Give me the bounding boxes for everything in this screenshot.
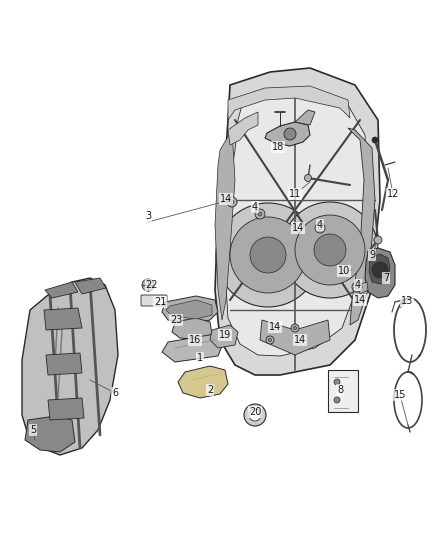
Circle shape	[268, 338, 272, 342]
Circle shape	[244, 404, 266, 426]
Polygon shape	[75, 278, 106, 294]
Polygon shape	[348, 128, 375, 325]
Polygon shape	[365, 248, 395, 298]
Text: 4: 4	[355, 280, 361, 290]
Text: 11: 11	[289, 189, 301, 199]
Text: 10: 10	[338, 266, 350, 276]
Circle shape	[284, 128, 296, 140]
Polygon shape	[172, 318, 212, 340]
Circle shape	[249, 409, 261, 421]
Text: 1: 1	[197, 353, 203, 363]
Circle shape	[293, 326, 297, 329]
Text: 14: 14	[292, 223, 304, 233]
Text: 6: 6	[112, 388, 118, 398]
Polygon shape	[178, 366, 228, 398]
Text: 8: 8	[337, 385, 343, 395]
Circle shape	[372, 137, 378, 143]
Circle shape	[255, 209, 265, 219]
Text: 14: 14	[354, 295, 366, 305]
Text: 3: 3	[145, 211, 151, 221]
Circle shape	[142, 279, 154, 291]
Text: 20: 20	[249, 407, 261, 417]
Polygon shape	[45, 282, 78, 298]
Circle shape	[227, 197, 237, 207]
Circle shape	[304, 174, 311, 182]
Polygon shape	[210, 325, 238, 348]
Polygon shape	[166, 300, 212, 319]
Polygon shape	[358, 282, 368, 294]
Polygon shape	[228, 112, 258, 145]
Text: 5: 5	[30, 425, 36, 435]
Polygon shape	[22, 278, 118, 455]
Polygon shape	[265, 122, 310, 146]
Circle shape	[216, 203, 320, 307]
Circle shape	[295, 215, 365, 285]
Polygon shape	[215, 130, 235, 320]
FancyBboxPatch shape	[328, 370, 358, 412]
Polygon shape	[162, 296, 218, 324]
Circle shape	[250, 237, 286, 273]
Polygon shape	[215, 68, 380, 375]
Text: 14: 14	[220, 194, 232, 204]
Polygon shape	[295, 110, 315, 125]
Text: 15: 15	[394, 390, 406, 400]
Circle shape	[266, 336, 274, 344]
Circle shape	[230, 217, 306, 293]
Circle shape	[372, 262, 388, 278]
Text: 4: 4	[317, 220, 323, 230]
Text: 4: 4	[252, 202, 258, 212]
Circle shape	[291, 324, 299, 332]
Polygon shape	[260, 320, 330, 355]
Circle shape	[318, 226, 322, 230]
Circle shape	[258, 212, 262, 216]
Circle shape	[230, 200, 234, 204]
Text: 9: 9	[369, 250, 375, 260]
Text: 2: 2	[207, 385, 213, 395]
Polygon shape	[225, 90, 368, 356]
Polygon shape	[25, 416, 75, 452]
Text: 18: 18	[272, 142, 284, 152]
Text: 7: 7	[383, 273, 389, 283]
Polygon shape	[46, 353, 82, 375]
Circle shape	[315, 223, 325, 233]
Polygon shape	[44, 308, 82, 330]
Text: 16: 16	[189, 335, 201, 345]
Text: 14: 14	[294, 335, 306, 345]
Polygon shape	[369, 254, 390, 284]
Circle shape	[314, 234, 346, 266]
Text: 22: 22	[146, 280, 158, 290]
Text: 14: 14	[269, 322, 281, 332]
Text: 19: 19	[219, 330, 231, 340]
Text: 23: 23	[170, 315, 182, 325]
Circle shape	[334, 379, 340, 385]
Text: 21: 21	[154, 297, 166, 307]
Circle shape	[352, 282, 362, 292]
Polygon shape	[228, 86, 350, 120]
Polygon shape	[162, 334, 222, 362]
Circle shape	[334, 397, 340, 403]
Polygon shape	[48, 398, 84, 420]
Circle shape	[374, 236, 382, 244]
FancyBboxPatch shape	[141, 295, 167, 306]
Circle shape	[282, 202, 378, 298]
Text: 12: 12	[387, 189, 399, 199]
Circle shape	[355, 285, 359, 289]
Text: 13: 13	[401, 296, 413, 306]
